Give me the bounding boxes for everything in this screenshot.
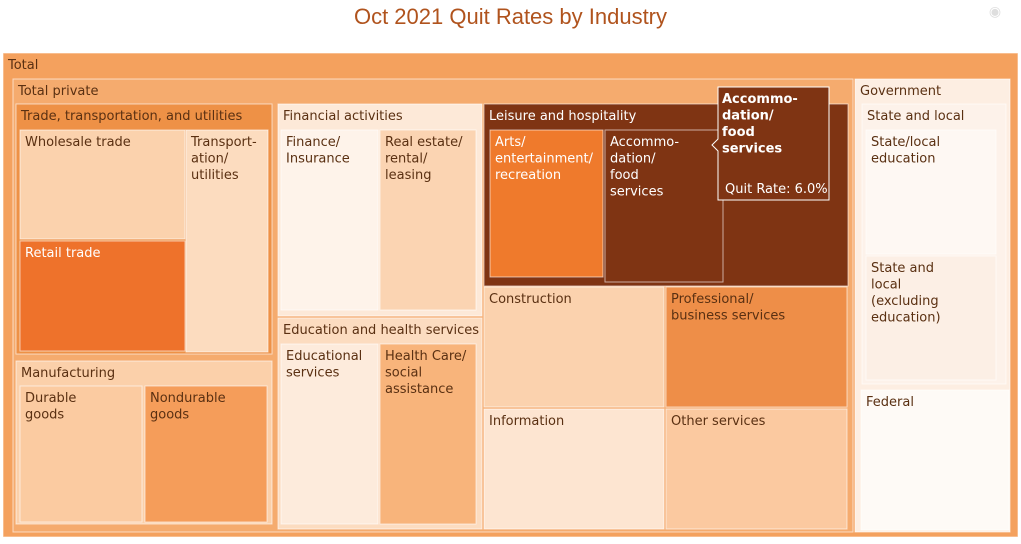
treemap-label-wholesale: Wholesale trade [25,135,131,150]
treemap-label-state-local-edu: State/local education [871,135,940,167]
tooltip-box [711,86,830,201]
treemap-tile-accommodation[interactable] [604,129,724,283]
treemap-label-edu-services: Educational services [286,349,362,381]
treemap-tile-professional[interactable] [665,286,848,408]
camera-icon[interactable]: ◉ [988,3,1002,19]
treemap-label-arts: Arts/entertainment/recreation [495,135,594,183]
treemap-tile-state-local-nonedu[interactable] [865,255,997,381]
treemap-label-health: Health Care/social assistance [385,349,467,397]
treemap-node-transport[interactable]: Transport-ation/utilities [185,129,269,353]
treemap-node-information[interactable]: Information [483,408,665,530]
treemap-label-nondurable: Nondurable goods [150,391,226,423]
treemap-label-manufacturing: Manufacturing [21,366,115,381]
treemap-label-accommodation: Accommo-dation/food services [610,135,679,200]
treemap-tile-real-estate[interactable] [379,129,477,311]
tooltip-value: Quit Rate: 6.0% [725,182,828,197]
treemap-label-retail: Retail trade [25,246,101,261]
treemap-tile-finance-ins[interactable] [280,129,379,311]
treemap-tile-wholesale[interactable] [19,129,186,240]
treemap-label-edu-health: Education and health services [283,323,479,338]
treemap-tile-information[interactable] [483,408,665,530]
treemap-node-professional[interactable]: Professional/business services [665,286,848,408]
treemap-tile-state-local-edu[interactable] [865,129,997,255]
chart-title: Oct 2021 Quit Rates by Industry [353,4,668,29]
treemap-node-state-local-edu[interactable]: State/local education [865,129,997,255]
treemap-label-financial: Financial activities [283,109,403,124]
treemap-label-information: Information [489,414,564,429]
treemap-label-construction: Construction [489,292,572,307]
treemap-node-arts[interactable]: Arts/entertainment/recreation [489,129,604,278]
treemap-tile-nondurable[interactable] [144,385,268,523]
treemap-label-total: Total [7,58,38,73]
treemap-node-retail[interactable]: Retail trade [19,240,186,352]
treemap-label-real-estate: Real estate/rental/leasing [385,135,463,183]
treemap-node-nondurable[interactable]: Nondurable goods [144,385,268,523]
treemap-node-health[interactable]: Health Care/social assistance [379,343,477,525]
treemap-label-total-private: Total private [17,84,98,99]
treemap-node-state-local-nonedu[interactable]: State and local (excluding education) [865,255,997,381]
treemap-tile-transport[interactable] [185,129,269,353]
treemap-node-construction[interactable]: Construction [483,286,665,408]
treemap-label-finance-ins: Finance/Insurance [286,135,350,167]
treemap-tile-federal[interactable] [860,389,1010,531]
hover-tooltip: Accommo-dation/food services Quit Rate: 6.… [711,86,830,201]
treemap-node-durable[interactable]: Durable goods [19,385,143,523]
treemap-tile-construction[interactable] [483,286,665,408]
treemap-label-federal: Federal [866,395,914,410]
treemap-node-finance-ins[interactable]: Finance/Insurance [280,129,379,311]
treemap-tile-retail[interactable] [19,240,186,352]
treemap-label-leisure: Leisure and hospitality [489,109,637,124]
treemap-node-other-services[interactable]: Other services [665,408,848,530]
treemap-label-state-local: State and local [867,109,964,124]
treemap-node-accommodation[interactable]: Accommo-dation/food services [604,129,724,283]
treemap-node-real-estate[interactable]: Real estate/rental/leasing [379,129,477,311]
treemap-label-ttu: Trade, transportation, and utilities [20,109,243,124]
treemap-tile-durable[interactable] [19,385,143,523]
treemap-tile-arts[interactable] [489,129,604,278]
treemap-label-durable: Durable goods [25,391,76,423]
treemap-label-government: Government [860,84,941,99]
treemap-label-state-local-nonedu: State and local (excluding education) [871,261,941,326]
treemap-node-wholesale[interactable]: Wholesale trade [19,129,186,240]
treemap-node-federal[interactable]: Federal [860,389,1010,531]
treemap-tile-other-services[interactable] [665,408,848,530]
treemap-label-professional: Professional/business services [671,292,785,324]
treemap-tile-edu-services[interactable] [280,343,379,525]
treemap-node-edu-services[interactable]: Educational services [280,343,379,525]
treemap-label-transport: Transport-ation/utilities [190,135,257,183]
treemap-label-other-services: Other services [671,414,766,429]
tooltip-title: Accommo-dation/food services [722,92,798,157]
treemap-tile-health[interactable] [379,343,477,525]
